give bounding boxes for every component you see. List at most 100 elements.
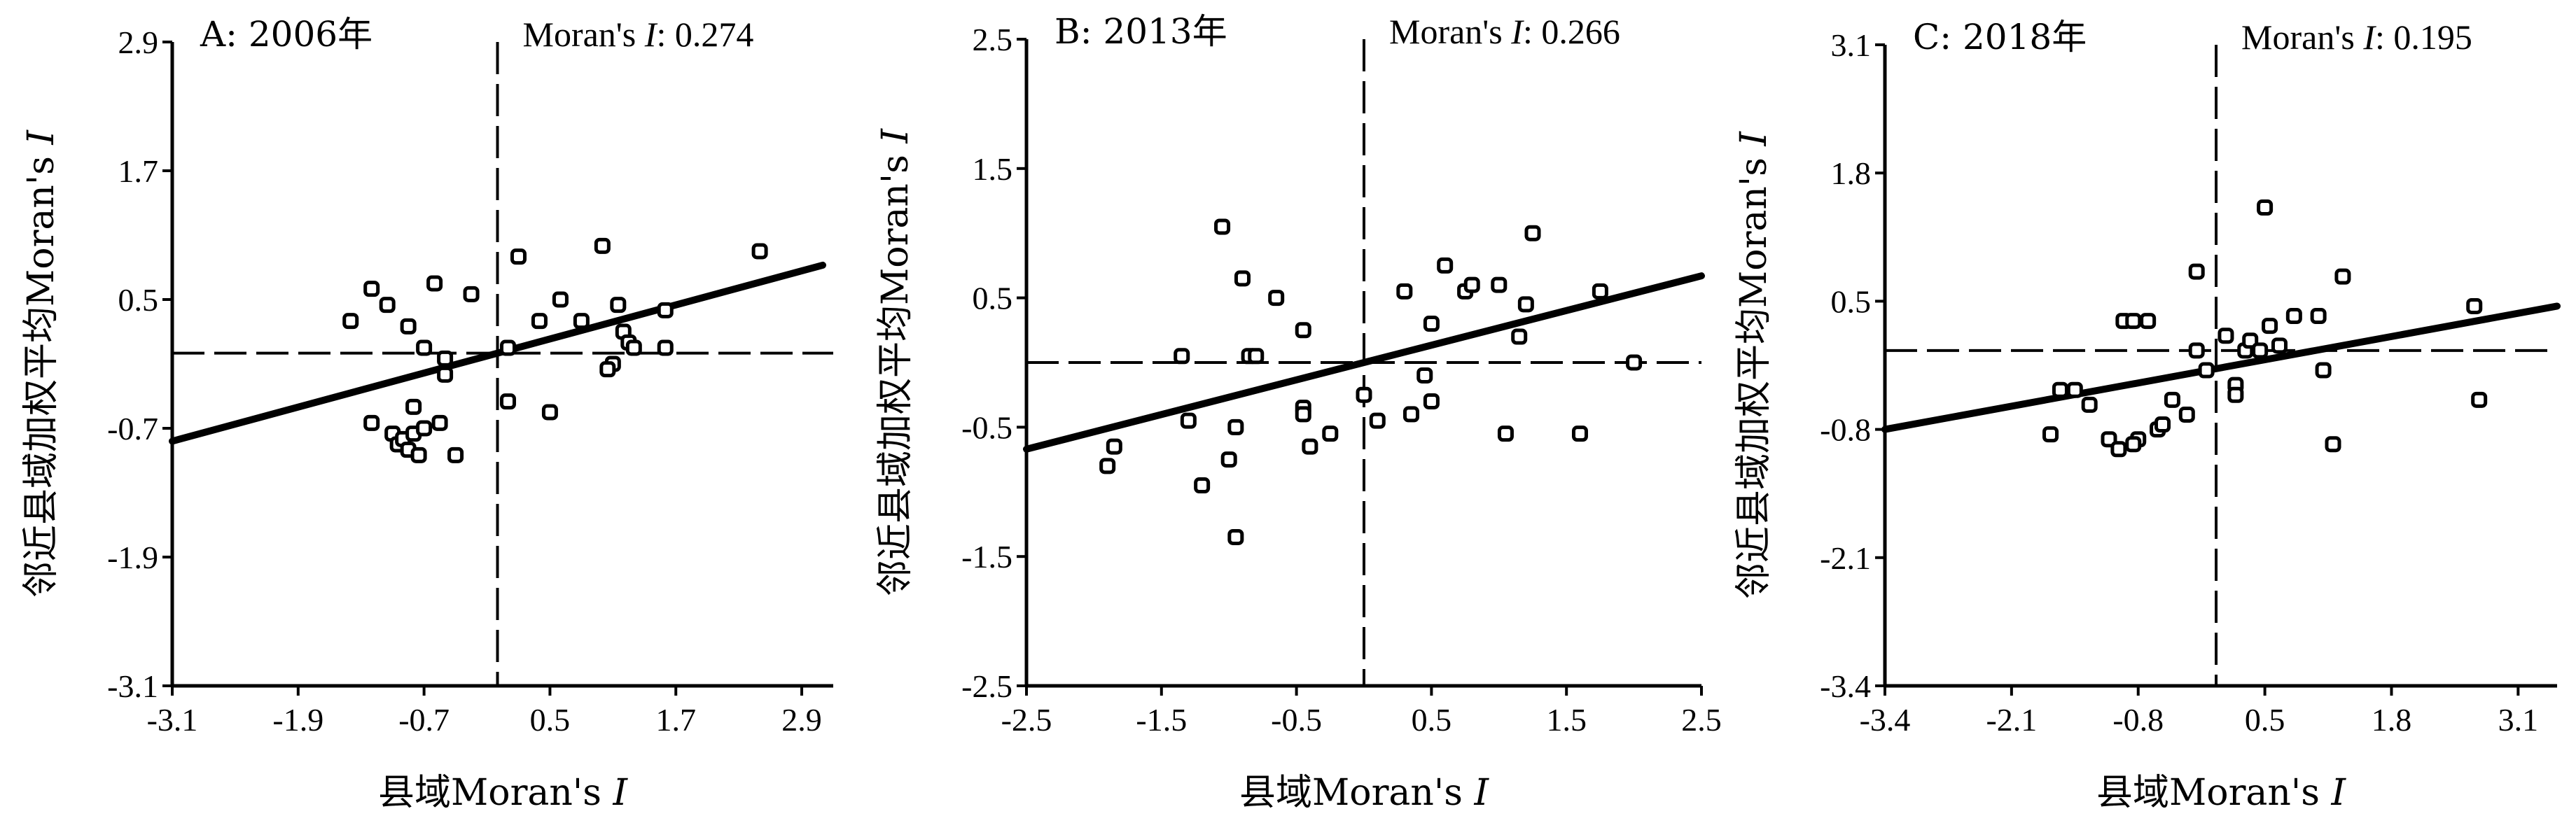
panel-title: B: 2013年 [1054,11,1227,52]
morans-i-annotation: Moran's I: 0.195 [2241,17,2472,57]
data-point [2140,313,2157,330]
x-tick-label: -1.9 [272,702,323,738]
x-axis-label: 县域Moran's I [2096,772,2346,814]
y-tick-label: -3.4 [1820,668,1871,704]
data-point [2052,381,2068,398]
x-axis-label-text: 县域Moran's [378,772,613,814]
data-point [1369,412,1386,429]
y-tick-label: -3.1 [107,668,158,704]
data-point [2188,263,2205,280]
y-axis-label: 邻近县域加权平均Moran's I [875,128,917,596]
data-point [499,393,516,410]
data-point [1571,425,1588,442]
data-point [1396,283,1413,300]
y-axis-label-text: 邻近县域加权平均Moran's [1733,146,1775,599]
data-point [625,339,642,356]
data-point [463,286,480,302]
data-point [599,361,616,378]
data-point [1248,348,1265,365]
y-tick-label: -0.7 [107,411,158,446]
data-point [1626,354,1643,371]
x-tick-label: -0.7 [398,702,450,738]
data-point [342,313,359,330]
data-point [1227,418,1244,435]
y-tick-label: 2.5 [973,22,1013,57]
x-tick-label: 0.5 [530,702,571,738]
data-point [437,350,454,367]
morans-i-value: : 0.274 [656,15,753,54]
data-point [426,275,443,292]
data-point [1295,322,1311,339]
y-tick-label: -0.5 [961,409,1012,445]
data-point [2218,328,2234,344]
data-point [416,420,433,437]
data-point [1497,425,1514,442]
data-point [2164,391,2180,408]
data-point [1174,348,1190,365]
data-point [379,297,396,314]
data-point [2110,441,2127,458]
y-tick-label: 1.7 [118,153,159,189]
y-tick-label: 3.1 [1831,27,1872,63]
data-point [2252,342,2269,359]
data-point [1268,290,1285,307]
data-point [1302,438,1318,455]
data-point [2188,342,2205,359]
y-axis-label: 邻近县域加权平均Moran's I [20,129,62,598]
x-tick-label: 0.5 [2245,702,2285,738]
y-axis-label-text: 邻近县域加权平均Moran's [20,145,62,598]
data-point [2081,396,2098,413]
data-point [2271,337,2288,354]
x-axis-label-italic: I [612,772,628,814]
y-tick-label: -1.9 [107,540,158,575]
morans-i-annotation: Moran's I: 0.274 [523,15,754,54]
panel-b: -2.5 -1.5 -0.5 0.5 1.5 2.5 -2.5 -1.5 -0.5 0.5 1.5 2… [875,11,1722,814]
data-point [2198,362,2215,379]
data-point [431,414,448,431]
data-point [2178,406,2195,423]
data-point [1356,386,1372,403]
data-point [2310,308,2327,325]
x-tick-label: -1.5 [1136,702,1187,738]
data-point [2285,308,2302,325]
data-point [573,313,590,330]
x-tick-label: 3.1 [2498,702,2539,738]
data-point [657,302,674,318]
x-tick-label: 1.7 [655,702,696,738]
x-tick-label: 2.5 [1681,702,1722,738]
x-axis-label-italic: I [1473,772,1489,814]
y-tick-label: 1.8 [1831,155,1872,191]
data-point [499,339,516,356]
morans-i-annotation: Moran's I: 0.266 [1389,12,1620,51]
x-tick-label: -2.1 [1986,702,2037,738]
x-tick-label: -3.1 [147,702,198,738]
data-point [1234,270,1251,287]
data-point [594,237,611,254]
regression-line [169,261,827,445]
morans-i-italic: I [2362,17,2376,57]
data-point [1491,276,1508,293]
data-point [610,297,627,314]
y-axis-label-italic: I [875,128,917,144]
data-point [1227,528,1244,545]
x-tick-label: -0.8 [2112,702,2164,738]
morans-i-value: : 0.195 [2375,17,2472,57]
y-tick-label: -1.5 [961,539,1012,575]
x-tick-label: -2.5 [1001,702,1052,738]
data-point [2471,391,2488,408]
x-tick-label: -0.5 [1271,702,1322,738]
data-point [541,404,558,421]
data-point [2466,297,2483,314]
data-point [1592,283,1608,300]
y-axis-label-italic: I [1733,131,1775,147]
y-axis-label-italic: I [20,129,62,146]
data-point [1402,406,1419,423]
data-point [1295,406,1311,423]
data-point [416,339,433,356]
y-tick-label: -2.5 [961,668,1012,704]
x-axis-label: 县域Moran's I [378,772,628,814]
data-point [1437,257,1454,274]
y-tick-label: 0.5 [1831,283,1872,319]
data-point [2066,381,2083,398]
